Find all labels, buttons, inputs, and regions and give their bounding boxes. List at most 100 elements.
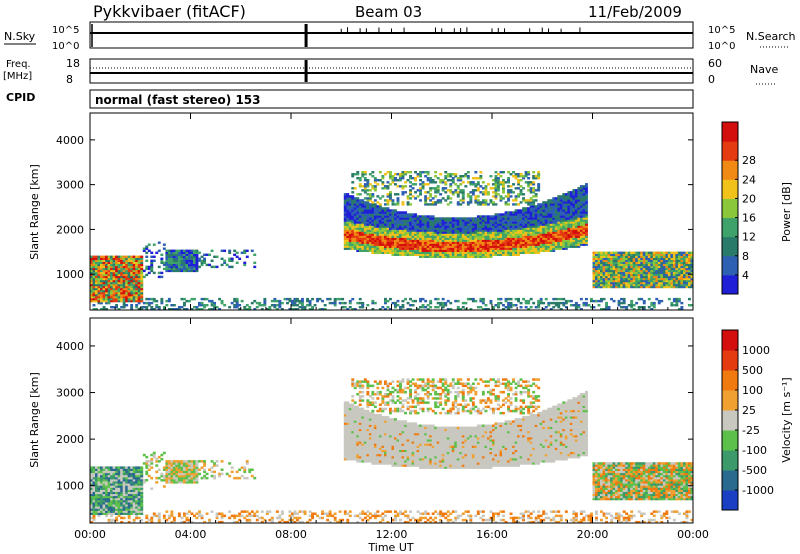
power-cell <box>625 255 629 259</box>
power-cell <box>497 189 500 192</box>
power-cell <box>479 299 483 303</box>
power-cell <box>434 189 438 192</box>
power-cell <box>368 203 372 206</box>
power-cell <box>645 279 649 283</box>
power-cell <box>441 245 445 248</box>
power-cell <box>554 225 558 228</box>
power-cell <box>120 271 124 275</box>
power-cell <box>605 251 609 255</box>
power-cell <box>127 299 131 303</box>
power-cell <box>343 221 347 224</box>
power-cell <box>620 269 624 273</box>
power-cell <box>170 251 174 255</box>
power-cell <box>401 247 405 250</box>
power-cell <box>585 241 588 244</box>
power-cell <box>386 235 390 238</box>
power-cell <box>125 289 129 293</box>
power-cell <box>512 233 516 236</box>
power-cell <box>512 253 516 257</box>
power-cell <box>135 261 139 265</box>
power-cell <box>431 247 435 250</box>
power-cell <box>170 259 174 263</box>
power-cell <box>494 251 498 255</box>
power-cell <box>572 241 576 244</box>
power-cell <box>130 273 134 277</box>
power-cell <box>92 308 96 311</box>
power-cell <box>600 257 603 261</box>
power-cell <box>655 255 659 259</box>
power-cell <box>554 207 558 210</box>
power-cell <box>381 229 385 232</box>
power-cell <box>469 223 473 226</box>
power-cell <box>431 225 435 228</box>
power-cell <box>414 229 418 232</box>
power-cell <box>346 195 350 198</box>
power-cell <box>469 308 473 311</box>
power-cell <box>172 255 176 259</box>
power-cell <box>675 304 679 307</box>
power-cell <box>167 269 171 273</box>
power-cell <box>394 223 397 226</box>
power-cell <box>92 273 96 277</box>
power-cell <box>183 253 186 257</box>
power-cell <box>605 275 609 279</box>
power-cell <box>544 227 548 230</box>
power-cell <box>522 233 526 236</box>
power-cell <box>193 265 196 269</box>
power-cell <box>112 291 116 295</box>
power-cell <box>449 255 453 259</box>
power-cell <box>665 281 669 285</box>
power-cell <box>562 243 566 246</box>
power-cell <box>401 225 405 228</box>
power-cell <box>499 253 503 257</box>
power-cell <box>688 257 691 261</box>
power-cell <box>351 241 355 244</box>
power-cell <box>361 175 365 178</box>
power-cell <box>381 231 385 234</box>
power-cell <box>474 235 478 238</box>
power-cell <box>574 213 578 216</box>
power-cell <box>632 308 636 311</box>
power-cell <box>95 291 98 295</box>
power-cell <box>409 233 413 236</box>
power-cell <box>615 271 619 275</box>
power-cell <box>389 183 392 186</box>
power-cell <box>371 231 375 234</box>
power-cell <box>424 227 428 230</box>
power-cell <box>645 257 649 261</box>
power-cell <box>645 269 649 273</box>
power-cell <box>507 179 511 182</box>
power-cell <box>680 275 684 279</box>
power-cell <box>200 304 204 307</box>
power-cell <box>620 257 624 261</box>
power-cell <box>152 308 156 311</box>
power-cell <box>137 257 141 261</box>
power-cell <box>665 277 669 281</box>
power-cell <box>394 227 397 230</box>
power-cell <box>454 245 458 248</box>
power-cell <box>235 297 239 301</box>
power-cell <box>657 253 661 257</box>
power-cell <box>514 203 518 206</box>
power-cell <box>652 251 656 255</box>
power-cell <box>409 177 413 180</box>
power-cell <box>509 211 513 214</box>
power-cell <box>569 227 573 230</box>
power-cell <box>145 259 149 263</box>
power-cell <box>361 217 365 220</box>
power-cell <box>180 265 184 269</box>
power-cell <box>205 263 209 267</box>
power-cell <box>110 291 114 295</box>
power-cell <box>534 306 538 309</box>
power-cell <box>527 207 531 210</box>
power-cell <box>549 249 553 253</box>
power-cell <box>532 223 536 226</box>
power-cell <box>366 211 370 214</box>
power-cell <box>92 265 96 269</box>
power-cell <box>497 229 500 232</box>
power-cell <box>585 223 588 226</box>
power-cell <box>502 221 505 224</box>
power-cell <box>120 261 124 265</box>
power-cell <box>509 251 513 255</box>
power-cell <box>582 195 586 198</box>
